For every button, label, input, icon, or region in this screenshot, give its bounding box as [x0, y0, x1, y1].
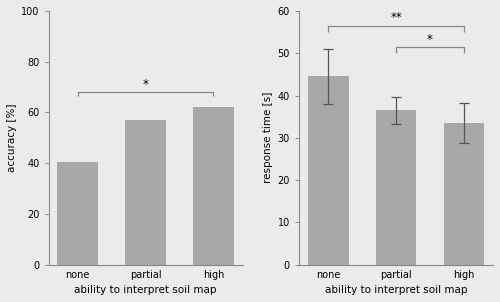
- Bar: [444, 123, 484, 265]
- Bar: [376, 110, 416, 265]
- Bar: [125, 120, 166, 265]
- Y-axis label: accuracy [%]: accuracy [%]: [7, 104, 17, 172]
- Y-axis label: response time [s]: response time [s]: [264, 92, 274, 184]
- Text: *: *: [427, 33, 433, 46]
- X-axis label: ability to interpret soil map: ability to interpret soil map: [74, 285, 217, 295]
- Bar: [58, 162, 98, 265]
- X-axis label: ability to interpret soil map: ability to interpret soil map: [325, 285, 468, 295]
- Bar: [308, 76, 348, 265]
- Bar: [193, 107, 234, 265]
- Text: **: **: [390, 11, 402, 24]
- Text: *: *: [142, 78, 148, 91]
